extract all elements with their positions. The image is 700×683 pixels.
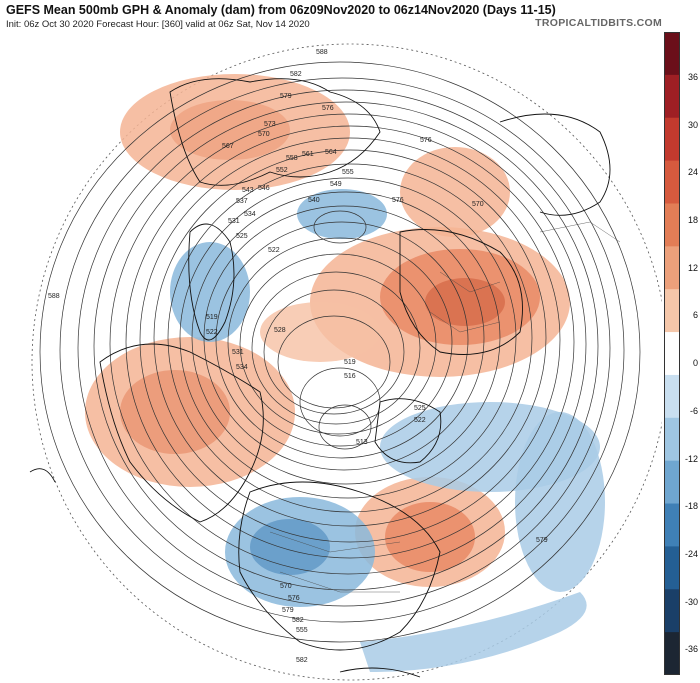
contour-label: 570 — [472, 201, 484, 208]
negative-anomaly-areas — [170, 189, 605, 672]
colorbar-segment — [664, 246, 680, 290]
contour-label: 579 — [282, 607, 294, 614]
colorbar-tick-label: -6 — [689, 405, 698, 416]
contour-label: 579 — [280, 93, 292, 100]
colorbar-segment — [664, 289, 680, 333]
contour-label: 558 — [286, 155, 298, 162]
coastlines — [29, 78, 611, 678]
contour-label: 561 — [302, 151, 314, 158]
colorbar-tick-label: -30 — [684, 596, 698, 607]
contour-label: 519 — [344, 359, 356, 366]
contour-label: 552 — [276, 167, 288, 174]
contour-label: 540 — [308, 197, 320, 204]
colorbar-labels: 36 30 24 18 12 6 0 -6 -12 -18 -24 -30 -36 — [680, 32, 700, 675]
contour-label: 576 — [288, 595, 300, 602]
colorbar-segment — [664, 374, 680, 419]
contour-label: 582 — [292, 617, 304, 624]
colorbar-segment — [664, 74, 680, 119]
contour-label: 567 — [222, 143, 234, 150]
contour-label: 555 — [342, 169, 354, 176]
contour-label: 576 — [322, 105, 334, 112]
colorbar-tick-label: -12 — [684, 453, 698, 464]
contour-label: 522 — [206, 329, 218, 336]
colorbar-tick-label: 12 — [687, 262, 698, 273]
contour-label: 513 — [356, 439, 368, 446]
colorbar-tick-label: -24 — [684, 548, 698, 559]
colorbar-segment — [664, 546, 680, 590]
colorbar-segment — [664, 332, 680, 376]
height-contours — [39, 61, 641, 643]
contour-label: 537 — [236, 198, 248, 205]
contour-label: 570 — [258, 131, 270, 138]
contour-label: 528 — [274, 327, 286, 334]
contour-label: 516 — [344, 373, 356, 380]
contour-label: 525 — [414, 405, 426, 412]
colorbar-tick-label: -18 — [684, 501, 698, 512]
colorbar-tick-label: 24 — [687, 167, 698, 178]
colorbar-segment — [664, 32, 680, 76]
contour-label: 576 — [420, 137, 432, 144]
map-subtitle: Init: 06z Oct 30 2020 Forecast Hour: [36… — [6, 19, 310, 30]
brand-watermark: TROPICALTIDBITS.COM — [535, 17, 662, 29]
map-title: GEFS Mean 500mb GPH & Anomaly (dam) from… — [6, 3, 556, 17]
colorbar-tick-label: -36 — [684, 644, 698, 655]
colorbar-segment — [664, 503, 680, 547]
colorbar-segment — [664, 117, 680, 162]
contour-label: 546 — [258, 185, 270, 192]
colorbar-segment — [664, 460, 680, 505]
colorbar-segment — [664, 589, 680, 633]
contour-label: 534 — [244, 211, 256, 218]
contour-label: 564 — [325, 149, 337, 156]
colorbar-tick-label: 30 — [687, 119, 698, 130]
contour-label: 588 — [48, 293, 60, 300]
contour-label: 531 — [228, 218, 240, 225]
colorbar — [664, 32, 680, 675]
contour-value-labels: 588 582 579 576 573 570 567 564 561 558 … — [48, 49, 548, 664]
contour-label: 534 — [236, 364, 248, 371]
contour-label: 573 — [264, 121, 276, 128]
contour-label: 579 — [536, 537, 548, 544]
colorbar-segment — [664, 203, 680, 247]
colorbar-tick-label: 6 — [692, 310, 698, 321]
colorbar-tick-label: 0 — [692, 358, 698, 369]
colorbar-segment — [664, 417, 680, 462]
colorbar-segment — [664, 632, 680, 675]
contour-label: 555 — [296, 627, 308, 634]
contour-label: 576 — [392, 197, 404, 204]
contour-label: 525 — [236, 233, 248, 240]
borders — [269, 221, 621, 593]
contour-label: 582 — [290, 71, 302, 78]
contour-label: 588 — [316, 49, 328, 56]
hemisphere-map: 588 582 579 576 573 570 567 564 561 558 … — [0, 32, 662, 683]
contour-label: 543 — [242, 187, 254, 194]
colorbar-tick-label: 18 — [687, 215, 698, 226]
contour-label: 522 — [414, 417, 426, 424]
contour-label: 570 — [280, 583, 292, 590]
contour-label: 519 — [206, 314, 218, 321]
contour-label: 549 — [330, 181, 342, 188]
contour-label: 582 — [296, 657, 308, 664]
contour-label: 522 — [268, 247, 280, 254]
colorbar-tick-label: 36 — [687, 72, 698, 82]
contour-label: 531 — [232, 349, 244, 356]
colorbar-segment — [664, 160, 680, 204]
